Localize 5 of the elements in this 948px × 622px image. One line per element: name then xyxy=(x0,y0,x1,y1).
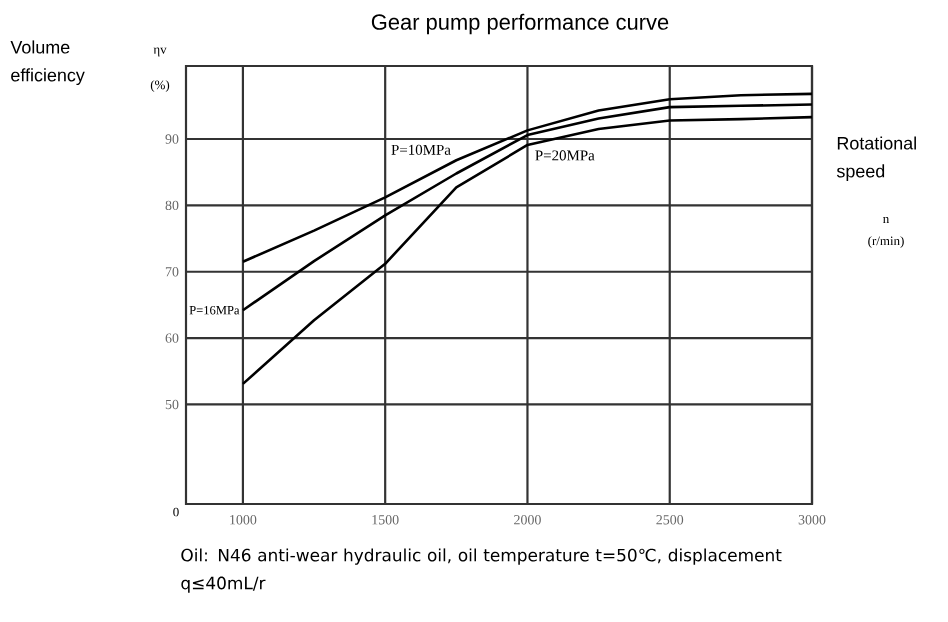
y-axis-title: Volume efficiency xyxy=(10,40,85,85)
x-axis-title: Rotational speed xyxy=(836,136,916,181)
chart-title: Gear pump performance curve xyxy=(371,13,669,35)
text: Oil: N46 anti-wear hydraulic oil, oil temperature t=50℃, displacement q≤40mL/r xyxy=(181,548,782,593)
line-series xyxy=(241,115,814,386)
